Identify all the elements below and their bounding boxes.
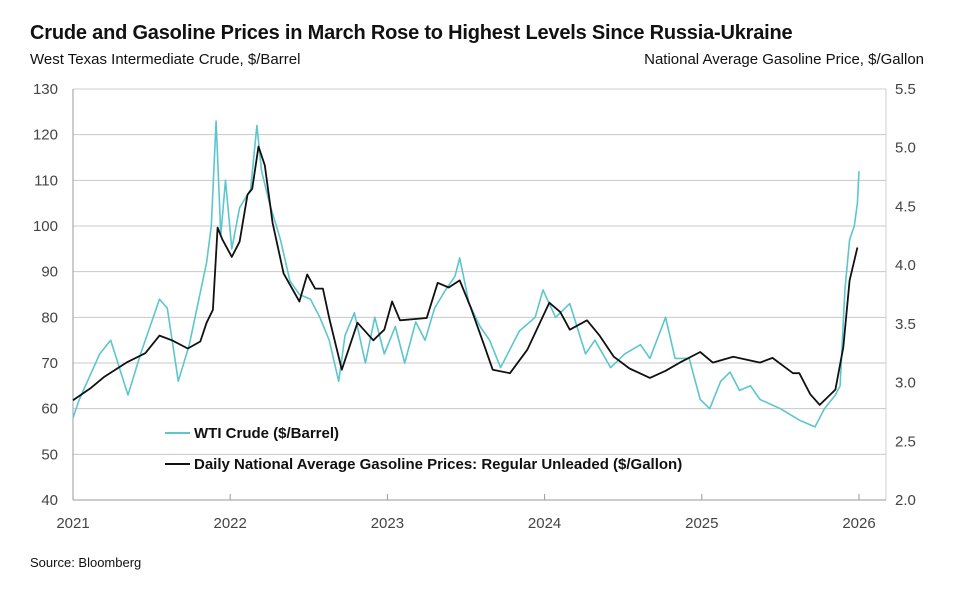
y-tick-label: 40 — [41, 492, 58, 509]
legend-label-wti: WTI Crude ($/Barrel) — [194, 425, 339, 442]
y-tick-label: 70 — [41, 355, 58, 372]
y2-tick-label: 5.0 — [895, 140, 916, 157]
y-tick-label: 120 — [33, 127, 58, 144]
legend-label-gasoline: Daily National Average Gasoline Prices: … — [194, 456, 682, 473]
y-tick-label: 110 — [34, 172, 58, 189]
x-tick-label: 2023 — [371, 515, 404, 532]
y2-tick-label: 4.5 — [895, 198, 916, 215]
y2-tick-label: 3.0 — [895, 375, 916, 392]
source-note: Source: Bloomberg — [30, 555, 142, 570]
y-tick-label: 50 — [41, 446, 58, 463]
x-tick-label: 2026 — [842, 515, 875, 532]
y2-tick-label: 2.0 — [895, 492, 916, 509]
y2-tick-label: 4.0 — [895, 257, 916, 274]
y-tick-label: 60 — [41, 401, 58, 418]
x-tick-label: 2025 — [685, 515, 718, 532]
right-axis-label: National Average Gasoline Price, $/Gallo… — [644, 51, 924, 68]
y2-tick-label: 3.5 — [895, 316, 916, 333]
y-tick-label: 130 — [33, 81, 58, 98]
chart-title: Crude and Gasoline Prices in March Rose … — [30, 22, 793, 44]
y2-tick-label: 2.5 — [895, 433, 916, 450]
y2-tick-label: 5.5 — [895, 81, 916, 98]
x-tick-label: 2021 — [56, 515, 89, 532]
wti-crude-line — [72, 120, 860, 428]
y-tick-label: 100 — [33, 218, 58, 235]
gasoline-price-line — [72, 145, 859, 406]
x-tick-label: 2022 — [214, 515, 247, 532]
x-tick-label: 2024 — [528, 515, 561, 532]
y-tick-label: 90 — [41, 264, 58, 281]
left-axis-label: West Texas Intermediate Crude, $/Barrel — [30, 51, 301, 68]
y-tick-label: 80 — [41, 309, 58, 326]
